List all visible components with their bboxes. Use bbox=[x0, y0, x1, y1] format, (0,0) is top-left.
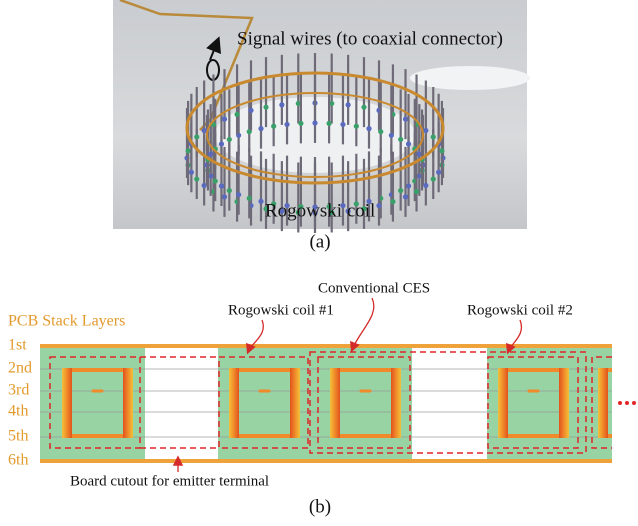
figure: Signal wires (to coaxial connector) Rogo… bbox=[0, 0, 638, 526]
signal-label: Signal wires (to coaxial connector) bbox=[237, 28, 503, 49]
coil-via bbox=[229, 368, 239, 438]
coil-pin-nut bbox=[227, 188, 232, 193]
coil-pin-nut bbox=[222, 117, 227, 122]
coil-pin-nut bbox=[439, 148, 444, 153]
coil1-label: Rogowski coil #1 bbox=[228, 302, 334, 318]
coil-pin-nut bbox=[202, 128, 207, 133]
coil-pin-nut bbox=[236, 192, 241, 197]
continuation-dot bbox=[625, 401, 629, 405]
coil-pin-nut bbox=[189, 170, 194, 175]
coil-pin-nut bbox=[431, 134, 436, 139]
layer-label: 2nd bbox=[8, 360, 32, 377]
coil-pin-nut bbox=[258, 126, 263, 131]
coil-pin-nut bbox=[271, 124, 276, 129]
coil-pin-nut bbox=[219, 141, 224, 146]
coil-via bbox=[290, 368, 300, 438]
coil2-label: Rogowski coil #2 bbox=[467, 302, 573, 318]
coil-pin-nut bbox=[340, 122, 345, 127]
coil-pin-nut bbox=[247, 196, 252, 201]
ces-arrow bbox=[352, 298, 374, 350]
stack-title: PCB Stack Layers bbox=[8, 313, 125, 330]
layer-label: 6th bbox=[8, 452, 28, 469]
coil-pin-nut bbox=[423, 128, 428, 133]
coil-pin-nut bbox=[431, 176, 436, 181]
coil-top bbox=[62, 368, 133, 372]
coil-pin-nut bbox=[378, 129, 383, 134]
coil-pin-nut bbox=[194, 176, 199, 181]
coil-via bbox=[330, 368, 340, 438]
layer-label: 4th bbox=[8, 403, 28, 420]
coil-pin-nut bbox=[222, 194, 227, 199]
coil-pin-nut bbox=[234, 112, 239, 117]
coil-pin-nut bbox=[219, 183, 224, 188]
ces-label: Conventional CES bbox=[318, 280, 430, 296]
coil-pin-nut bbox=[366, 126, 371, 131]
coil-pin-nut bbox=[326, 121, 331, 126]
coil-pin-nut bbox=[390, 199, 395, 204]
coil-trace bbox=[259, 390, 271, 393]
coil-pin-nut bbox=[279, 102, 284, 107]
coil-trace bbox=[360, 390, 372, 393]
connector-disc bbox=[410, 66, 530, 90]
coil-trace bbox=[92, 390, 104, 393]
coil-pin-nut bbox=[403, 194, 408, 199]
layer-label: 5th bbox=[8, 428, 28, 445]
continuation-dot bbox=[618, 401, 622, 405]
coil-top bbox=[498, 368, 569, 372]
coil-bottom bbox=[330, 434, 401, 438]
layer-label: 1st bbox=[8, 337, 27, 354]
coil-pin-nut bbox=[398, 188, 403, 193]
coil-pin-nut bbox=[284, 122, 289, 127]
coil-pin-nut bbox=[312, 120, 317, 125]
coil-via bbox=[62, 368, 72, 438]
coil-pin-nut bbox=[354, 124, 359, 129]
coil-pin-nut bbox=[389, 133, 394, 138]
coil-pin-nut bbox=[406, 183, 411, 188]
layer-label: 3rd bbox=[8, 382, 29, 399]
coil-label: Rogowski coil bbox=[265, 200, 375, 221]
coil-pin-nut bbox=[403, 117, 408, 122]
coil-bottom bbox=[62, 434, 133, 438]
coil-pin-nut bbox=[406, 141, 411, 146]
caption: (b) bbox=[309, 496, 331, 517]
coil-pin-nut bbox=[208, 152, 213, 157]
coil-via bbox=[598, 368, 608, 438]
coil-via bbox=[559, 368, 569, 438]
coil-pin-nut bbox=[213, 178, 218, 183]
pcb-stack: 1st 2nd 3rd 4th 5th 6th bbox=[8, 337, 636, 469]
board-cutout bbox=[145, 348, 218, 459]
coil-bottom bbox=[229, 434, 300, 438]
coil-via bbox=[123, 368, 133, 438]
coil-trace bbox=[528, 390, 540, 393]
coil-via bbox=[391, 368, 401, 438]
coil-top bbox=[229, 368, 300, 372]
coil-pin-nut bbox=[263, 105, 268, 110]
coil-pin-nut bbox=[346, 102, 351, 107]
coil-bottom bbox=[498, 434, 569, 438]
coil-pin-nut bbox=[398, 137, 403, 142]
coil-pin-nut bbox=[414, 189, 419, 194]
coil-pin-nut bbox=[361, 105, 366, 110]
coil-render: Signal wires (to coaxial connector) Rogo… bbox=[113, 0, 530, 233]
coil-pin-nut bbox=[298, 121, 303, 126]
coil-pin-nut bbox=[248, 108, 253, 113]
continuation-dot bbox=[632, 401, 636, 405]
coil-pin-nut bbox=[376, 203, 381, 208]
caption: (a) bbox=[309, 231, 330, 252]
coil-pin-nut bbox=[258, 199, 263, 204]
coil-pin-nut bbox=[436, 170, 441, 175]
coil-top bbox=[330, 368, 401, 372]
board-cutout bbox=[412, 348, 487, 459]
coil-pin-nut bbox=[185, 148, 190, 153]
coil-pin-nut bbox=[423, 183, 428, 188]
coil-via bbox=[498, 368, 508, 438]
coil-pin-nut bbox=[227, 137, 232, 142]
coil-pin-nut bbox=[194, 134, 199, 139]
cutout-label: Board cutout for emitter terminal bbox=[70, 473, 269, 489]
